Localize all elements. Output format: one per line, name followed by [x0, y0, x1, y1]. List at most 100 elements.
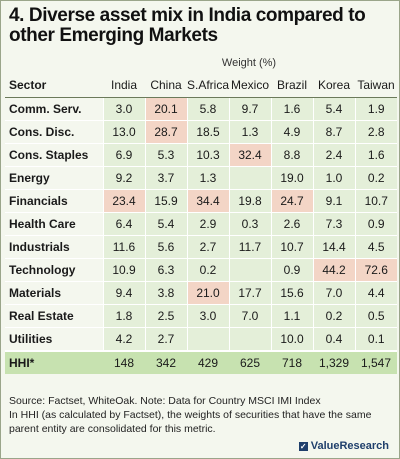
source-note: Source: Factset, WhiteOak. Note: Data fo…: [9, 395, 321, 407]
weight-cell: 1.3: [186, 166, 229, 190]
weight-cell: 17.7: [228, 281, 271, 305]
weight-cell: 34.4: [186, 189, 229, 213]
weight-cell: 4.9: [270, 120, 313, 144]
weight-cell: 9.1: [312, 189, 355, 213]
weight-cell: 28.7: [144, 120, 187, 144]
sector-name: Materials: [9, 286, 62, 300]
weight-cell: 3.0: [186, 304, 229, 328]
weight-cell: 14.4: [312, 235, 355, 259]
weight-cell: 0.2: [186, 258, 229, 282]
brand-name: ValueResearch: [310, 440, 389, 452]
sector-weight-table: Sector India China S.Africa Mexico Brazi…: [5, 73, 397, 374]
weight-cell: [228, 258, 271, 282]
sector-name: Real Estate: [9, 309, 74, 323]
weight-cell: 10.9: [102, 258, 145, 282]
hhi-row: HHI* 148 342 429 625 718 1,329 1,547: [5, 350, 397, 374]
sector-name: Cons. Disc.: [9, 125, 75, 139]
weight-cell: 10.7: [270, 235, 313, 259]
weight-cell: [228, 166, 271, 190]
weight-cell: 0.1: [354, 327, 397, 351]
weight-cell: 11.6: [102, 235, 145, 259]
header-row: Sector India China S.Africa Mexico Brazi…: [5, 73, 397, 98]
weight-cell: 10.0: [270, 327, 313, 351]
weight-cell: 8.7: [312, 120, 355, 144]
table-row: Energy 9.2 3.7 1.3 19.0 1.0 0.2: [5, 166, 397, 190]
weight-cell: 1.3: [228, 120, 271, 144]
weight-cell: 4.4: [354, 281, 397, 305]
sector-name: Industrials: [9, 240, 70, 254]
weight-cell: 6.4: [102, 212, 145, 236]
brand-logo: ✓ ValueResearch: [298, 440, 389, 452]
weight-cell: 5.3: [144, 143, 187, 167]
weight-cell: 2.4: [312, 143, 355, 167]
hhi-value: 429: [187, 350, 229, 374]
table-row: Real Estate 1.8 2.5 3.0 7.0 1.1 0.2 0.5: [5, 304, 397, 328]
weight-cell: [186, 327, 229, 351]
column-header: Taiwan: [355, 73, 397, 98]
weight-cell: 32.4: [228, 143, 271, 167]
weight-cell: 1.6: [354, 143, 397, 167]
check-icon: ✓: [298, 441, 308, 451]
weight-cell: 0.4: [312, 327, 355, 351]
column-header: India: [103, 73, 145, 98]
weight-cell: 0.2: [354, 166, 397, 190]
weight-cell: 3.8: [144, 281, 187, 305]
weight-cell: 3.0: [102, 97, 145, 121]
sector-name: Health Care: [9, 217, 76, 231]
hhi-value: 148: [103, 350, 145, 374]
weight-cell: 5.6: [144, 235, 187, 259]
weight-cell: 3.7: [144, 166, 187, 190]
weight-cell: 7.3: [312, 212, 355, 236]
sector-name: Cons. Staples: [9, 148, 89, 162]
weight-cell: 2.6: [270, 212, 313, 236]
weight-cell: 9.4: [102, 281, 145, 305]
sector-name: Comm. Serv.: [9, 102, 82, 116]
weight-cell: 9.2: [102, 166, 145, 190]
weight-cell: 1.6: [270, 97, 313, 121]
weight-cell: 44.2: [312, 258, 355, 282]
weight-cell: 4.5: [354, 235, 397, 259]
column-header: Brazil: [271, 73, 313, 98]
weight-cell: 5.4: [144, 212, 187, 236]
column-header: China: [145, 73, 187, 98]
weight-cell: 23.4: [102, 189, 145, 213]
weight-cell: 7.0: [228, 304, 271, 328]
weight-cell: 13.0: [102, 120, 145, 144]
weight-cell: 8.8: [270, 143, 313, 167]
table-row: Industrials 11.6 5.6 2.7 11.7 10.7 14.4 4.5: [5, 235, 397, 259]
sector-column-header: Sector: [5, 73, 103, 98]
weight-cell: 11.7: [228, 235, 271, 259]
column-header: S.Africa: [187, 73, 229, 98]
weight-cell: 4.2: [102, 327, 145, 351]
weight-cell: 6.3: [144, 258, 187, 282]
hhi-value: 625: [229, 350, 271, 374]
weight-header: Weight (%): [221, 57, 277, 69]
table-row: Utilities 4.2 2.7 10.0 0.4 0.1: [5, 327, 397, 351]
weight-cell: 20.1: [144, 97, 187, 121]
weight-cell: 2.5: [144, 304, 187, 328]
table-row: Health Care 6.4 5.4 2.9 0.3 2.6 7.3 0.9: [5, 212, 397, 236]
table-row: Comm. Serv. 3.0 20.1 5.8 9.7 1.6 5.4 1.9: [5, 97, 397, 121]
weight-cell: 2.7: [186, 235, 229, 259]
weight-cell: 10.7: [354, 189, 397, 213]
weight-cell: 21.0: [186, 281, 229, 305]
weight-cell: 18.5: [186, 120, 229, 144]
sector-name: Energy: [9, 171, 50, 185]
weight-cell: 19.8: [228, 189, 271, 213]
weight-cell: 9.7: [228, 97, 271, 121]
hhi-footnote: In HHI (as calculated by Factset), the w…: [9, 409, 372, 435]
weight-cell: 10.3: [186, 143, 229, 167]
weight-cell: 7.0: [312, 281, 355, 305]
weight-cell: 1.8: [102, 304, 145, 328]
weight-cell: 0.9: [270, 258, 313, 282]
weight-cell: 1.1: [270, 304, 313, 328]
sector-name: Financials: [9, 194, 68, 208]
weight-cell: 1.9: [354, 97, 397, 121]
table-row: Technology 10.9 6.3 0.2 0.9 44.2 72.6: [5, 258, 397, 282]
hhi-label: HHI*: [5, 350, 103, 374]
weight-cell: 5.4: [312, 97, 355, 121]
weight-cell: 6.9: [102, 143, 145, 167]
hhi-value: 1,329: [313, 350, 355, 374]
sector-name: Technology: [9, 263, 76, 277]
table-row: Materials 9.4 3.8 21.0 17.7 15.6 7.0 4.4: [5, 281, 397, 305]
